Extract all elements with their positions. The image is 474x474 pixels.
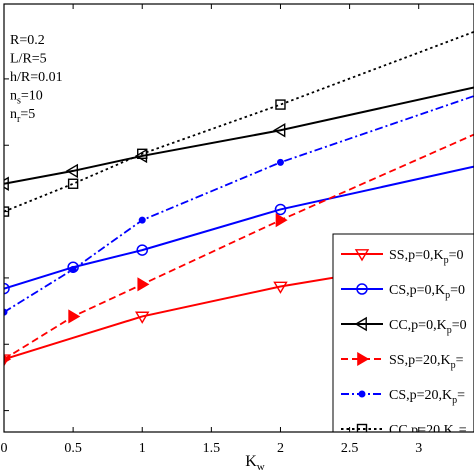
x-tick-label: 0: [1, 441, 8, 456]
legend-label-main: CC,p=20,K: [389, 423, 454, 438]
legend-label-tail: =: [459, 423, 467, 438]
series-marker: [69, 265, 77, 273]
legend-label-sub: p: [447, 325, 452, 336]
series-marker: [138, 216, 146, 224]
series-marker: [4, 282, 10, 295]
parameter-text-part: n: [10, 89, 17, 104]
series-marker: [65, 163, 79, 179]
legend-label-main: CC,p=0,K: [389, 318, 447, 333]
legend-box: [332, 233, 474, 432]
series-marker: [137, 277, 150, 292]
legend-label-tail: =0: [452, 318, 467, 333]
parameter-text-part: =5: [20, 107, 35, 122]
legend-label-sub: p: [444, 255, 449, 266]
legend-label-tail: =0: [449, 248, 464, 263]
x-axis-title-sub: w: [257, 461, 265, 473]
series-marker: [136, 244, 148, 256]
legend-label-main: CS,p=20,K: [389, 388, 452, 403]
legend-label: CS,p=0,Kp=0: [389, 283, 465, 301]
parameter-line: ns=10: [10, 89, 43, 107]
series-3: [4, 133, 474, 364]
x-axis-title: Kw: [245, 453, 265, 473]
legend-label-tail: =: [457, 388, 465, 403]
parameter-subscript: s: [17, 96, 21, 107]
series-2: [4, 86, 474, 191]
legend-label-sub: p: [454, 430, 459, 441]
legend-label-tail: =: [456, 353, 464, 368]
series-marker: [273, 281, 288, 294]
legend-label: CC,p=20,Kp=: [389, 423, 467, 441]
series-marker: [67, 178, 79, 189]
legend-label: CS,p=20,Kp=: [389, 388, 465, 406]
x-tick-label: 0.5: [64, 441, 82, 456]
series-group: [4, 30, 474, 367]
legend-marker: [357, 351, 370, 367]
legend-label-main: SS,p=20,K: [389, 353, 451, 368]
series-marker: [4, 355, 12, 364]
series-marker: [4, 308, 8, 316]
parameter-line: h/R=0.01: [10, 70, 63, 85]
x-tick-label: 1.5: [203, 441, 221, 456]
legend-label-tail: =0: [450, 283, 465, 298]
series-marker: [273, 123, 286, 138]
series-marker: [68, 309, 81, 324]
x-axis-title-main: K: [245, 453, 257, 470]
legend-label: CC,p=0,Kp=0: [389, 318, 467, 336]
series-4: [4, 95, 474, 316]
legend-marker: [358, 390, 366, 398]
x-tick-label: 3: [415, 441, 422, 456]
legend-marker: [354, 249, 370, 262]
axis-ticks: [3, 4, 420, 432]
series-marker: [274, 203, 287, 216]
series-marker: [275, 213, 288, 228]
series-marker: [4, 176, 9, 191]
legend-label: SS,p=20,Kp=: [389, 353, 464, 371]
legend-label-sub: p: [445, 290, 450, 301]
parameter-text-part: h/R=0.01: [10, 70, 63, 85]
parameter-line: nr=5: [10, 107, 35, 125]
legend: SS,p=0,Kp=0CS,p=0,Kp=0CC,p=0,Kp=0SS,p=20…: [332, 233, 474, 441]
parameter-subscript: r: [17, 114, 21, 125]
parameter-text-part: L/R=5: [10, 52, 47, 67]
legend-marker: [356, 283, 368, 295]
x-tick-label: 2: [277, 441, 284, 456]
legend-label-main: CS,p=0,K: [389, 283, 445, 298]
series-marker: [276, 158, 284, 166]
series-line: [4, 86, 474, 185]
series-marker: [137, 148, 148, 160]
series-line: [4, 165, 474, 290]
parameter-text-part: R=0.2: [10, 33, 45, 48]
series-marker: [275, 99, 286, 110]
legend-label-sub: p: [452, 395, 457, 406]
x-tick-labels: 0 0.5 1 1.5 2 2.5 3: [1, 441, 423, 456]
parameter-text-part: n: [10, 107, 17, 122]
parameter-line: R=0.2: [10, 33, 45, 48]
legend-marker: [354, 316, 367, 332]
parameter-line: L/R=5: [10, 52, 47, 67]
legend-label-main: SS,p=0,K: [389, 248, 444, 263]
parameter-text-part: =10: [21, 89, 43, 104]
series-marker: [135, 311, 150, 324]
legend-label-sub: p: [451, 360, 456, 371]
legend-label: SS,p=0,Kp=0: [389, 248, 463, 266]
axes-frame: [3, 3, 474, 433]
legend-marker: [356, 423, 368, 432]
x-tick-label: 2.5: [341, 441, 359, 456]
x-tick-label: 1: [139, 441, 146, 456]
series-line: [4, 30, 474, 213]
